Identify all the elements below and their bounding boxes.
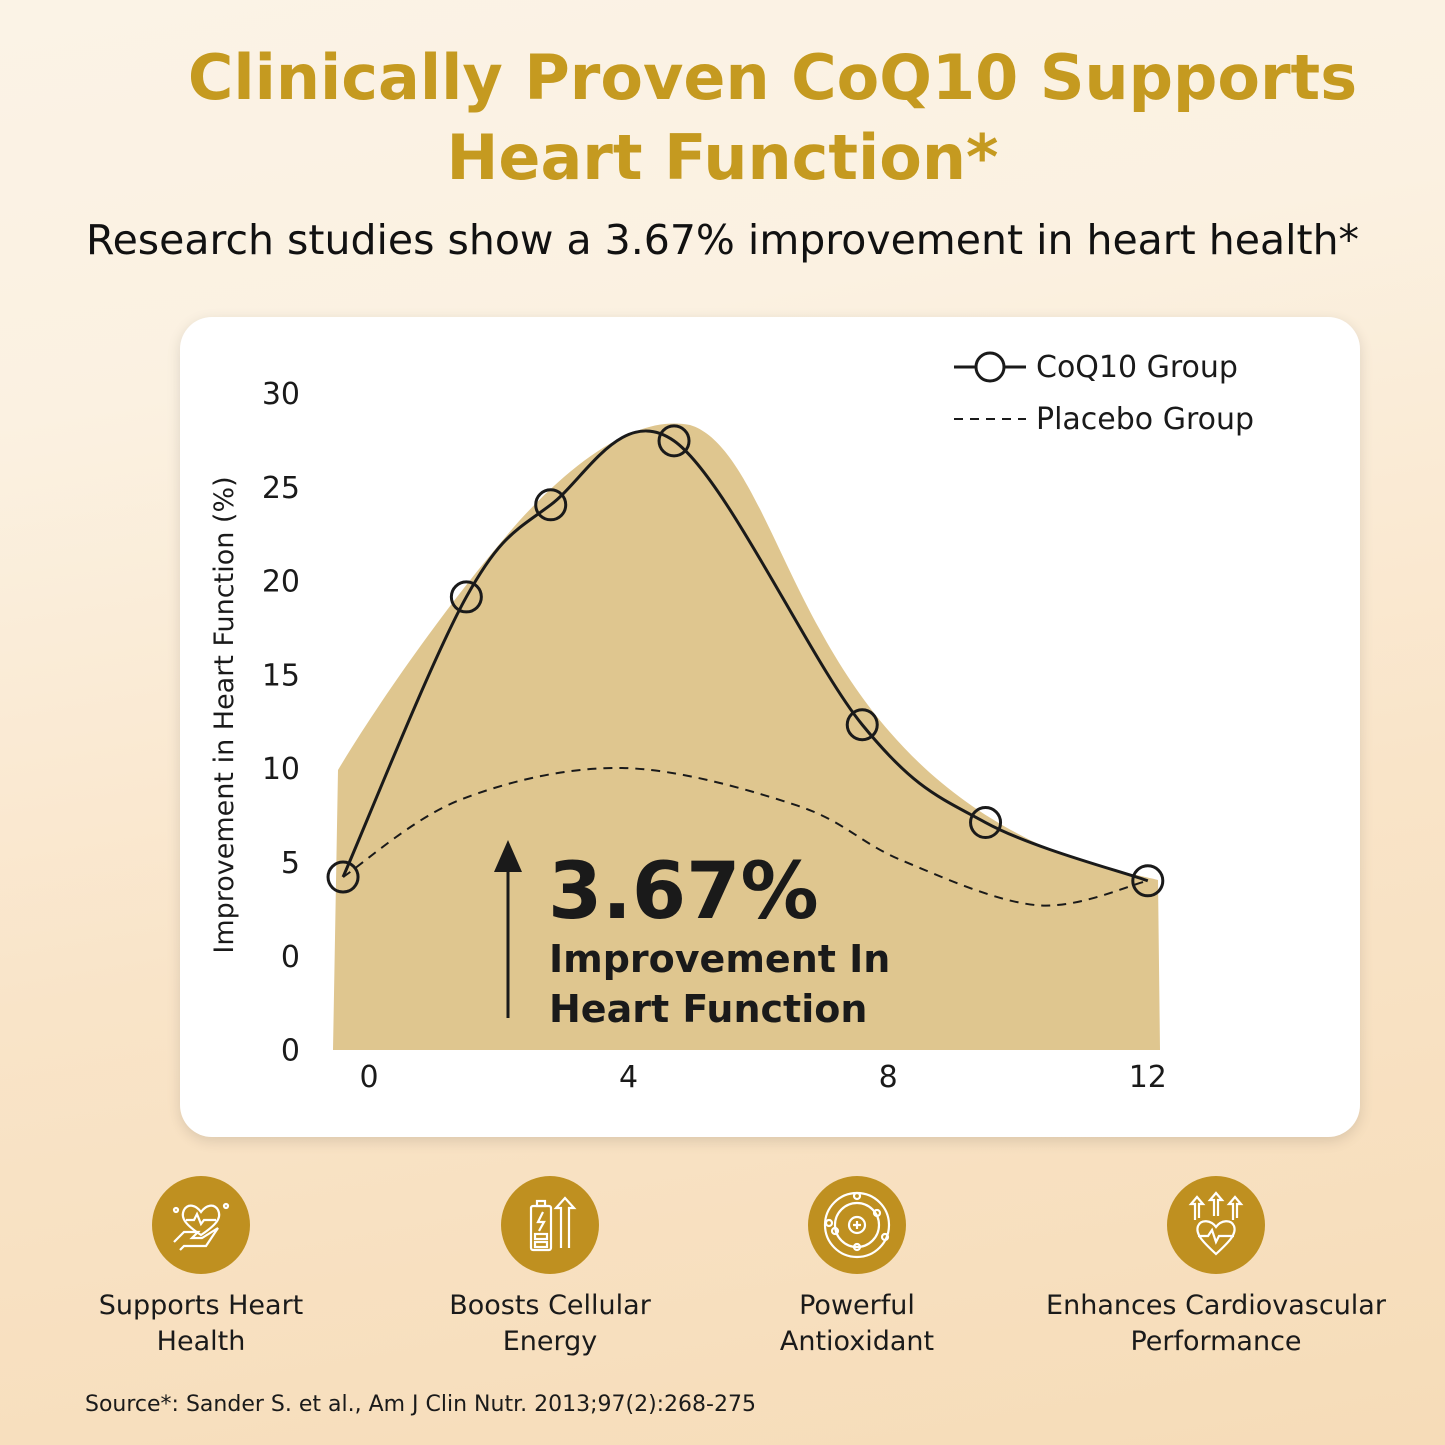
feature-cellular-energy: Boosts Cellular Energy (350, 1176, 750, 1360)
y-tick-label: 25 (262, 471, 300, 506)
x-tick-label: 12 (1129, 1060, 1167, 1095)
legend: CoQ10 Group Placebo Group (954, 350, 1254, 437)
coq10-data-point (969, 806, 1003, 840)
y-axis-label: Improvement in Heart Function (%) (209, 476, 240, 953)
page-title: Clinically Proven CoQ10 Supports Heart F… (0, 38, 1445, 198)
chart-area-fill (333, 423, 1160, 1050)
x-tick-label: 0 (359, 1060, 378, 1095)
feature-cardiovascular: Enhances Cardiovascular Performance (1016, 1176, 1416, 1360)
feature-label-line-1: Supports Heart (98, 1290, 304, 1321)
y-tick-label: 0 (281, 1034, 300, 1069)
coq10-data-point (534, 488, 568, 522)
feature-antioxidant: Powerful Antioxidant (657, 1176, 1057, 1360)
y-tick-label: 0 (281, 940, 300, 975)
battery-energy-icon (501, 1176, 599, 1274)
title-line-1: Clinically Proven CoQ10 Supports (187, 41, 1358, 114)
y-tick-label: 10 (262, 752, 300, 787)
coq10-series-line (341, 429, 1149, 883)
annotation-line-2: Heart Function (549, 987, 867, 1031)
feature-label-line-2: Antioxidant (779, 1326, 935, 1357)
x-tick-label: 4 (619, 1060, 638, 1095)
source-citation: Source*: Sander S. et al., Am J Clin Nut… (85, 1392, 756, 1417)
heart-in-hand-icon (152, 1176, 250, 1274)
feature-label-line-1: Powerful (799, 1290, 915, 1321)
y-tick-label: 15 (262, 658, 300, 693)
feature-heart-health: Supports Heart Health (1, 1176, 401, 1360)
legend-placebo-label: Placebo Group (1036, 402, 1254, 437)
heart-arrows-up-icon (1167, 1176, 1265, 1274)
coq10-data-point (1131, 864, 1165, 898)
coq10-data-point (326, 860, 360, 894)
legend-coq10-marker (974, 351, 1006, 383)
y-tick-label: 5 (281, 846, 300, 881)
up-arrow-head-icon (494, 840, 522, 872)
subtitle: Research studies show a 3.67% improvemen… (85, 216, 1360, 264)
feature-label-line-2: Health (156, 1326, 246, 1357)
y-tick-label: 30 (262, 377, 300, 412)
placebo-series-line (342, 766, 1149, 907)
antioxidant-atom-icon (808, 1176, 906, 1274)
annotation-value: 3.67% (548, 847, 819, 937)
coq10-data-point (657, 424, 691, 458)
title-line-2: Heart Function* (446, 121, 999, 194)
feature-label-line-1: Boosts Cellular (449, 1290, 651, 1321)
annotation-line-1: Improvement In (549, 937, 890, 981)
coq10-data-point (449, 580, 483, 614)
legend-coq10-label: CoQ10 Group (1036, 350, 1238, 385)
feature-label-line-2: Performance (1130, 1326, 1302, 1357)
x-tick-label: 8 (879, 1060, 898, 1095)
feature-label-line-1: Enhances Cardiovascular (1046, 1290, 1386, 1321)
coq10-data-point (845, 708, 879, 742)
feature-label-line-2: Energy (502, 1326, 598, 1357)
y-tick-label: 20 (262, 565, 300, 600)
